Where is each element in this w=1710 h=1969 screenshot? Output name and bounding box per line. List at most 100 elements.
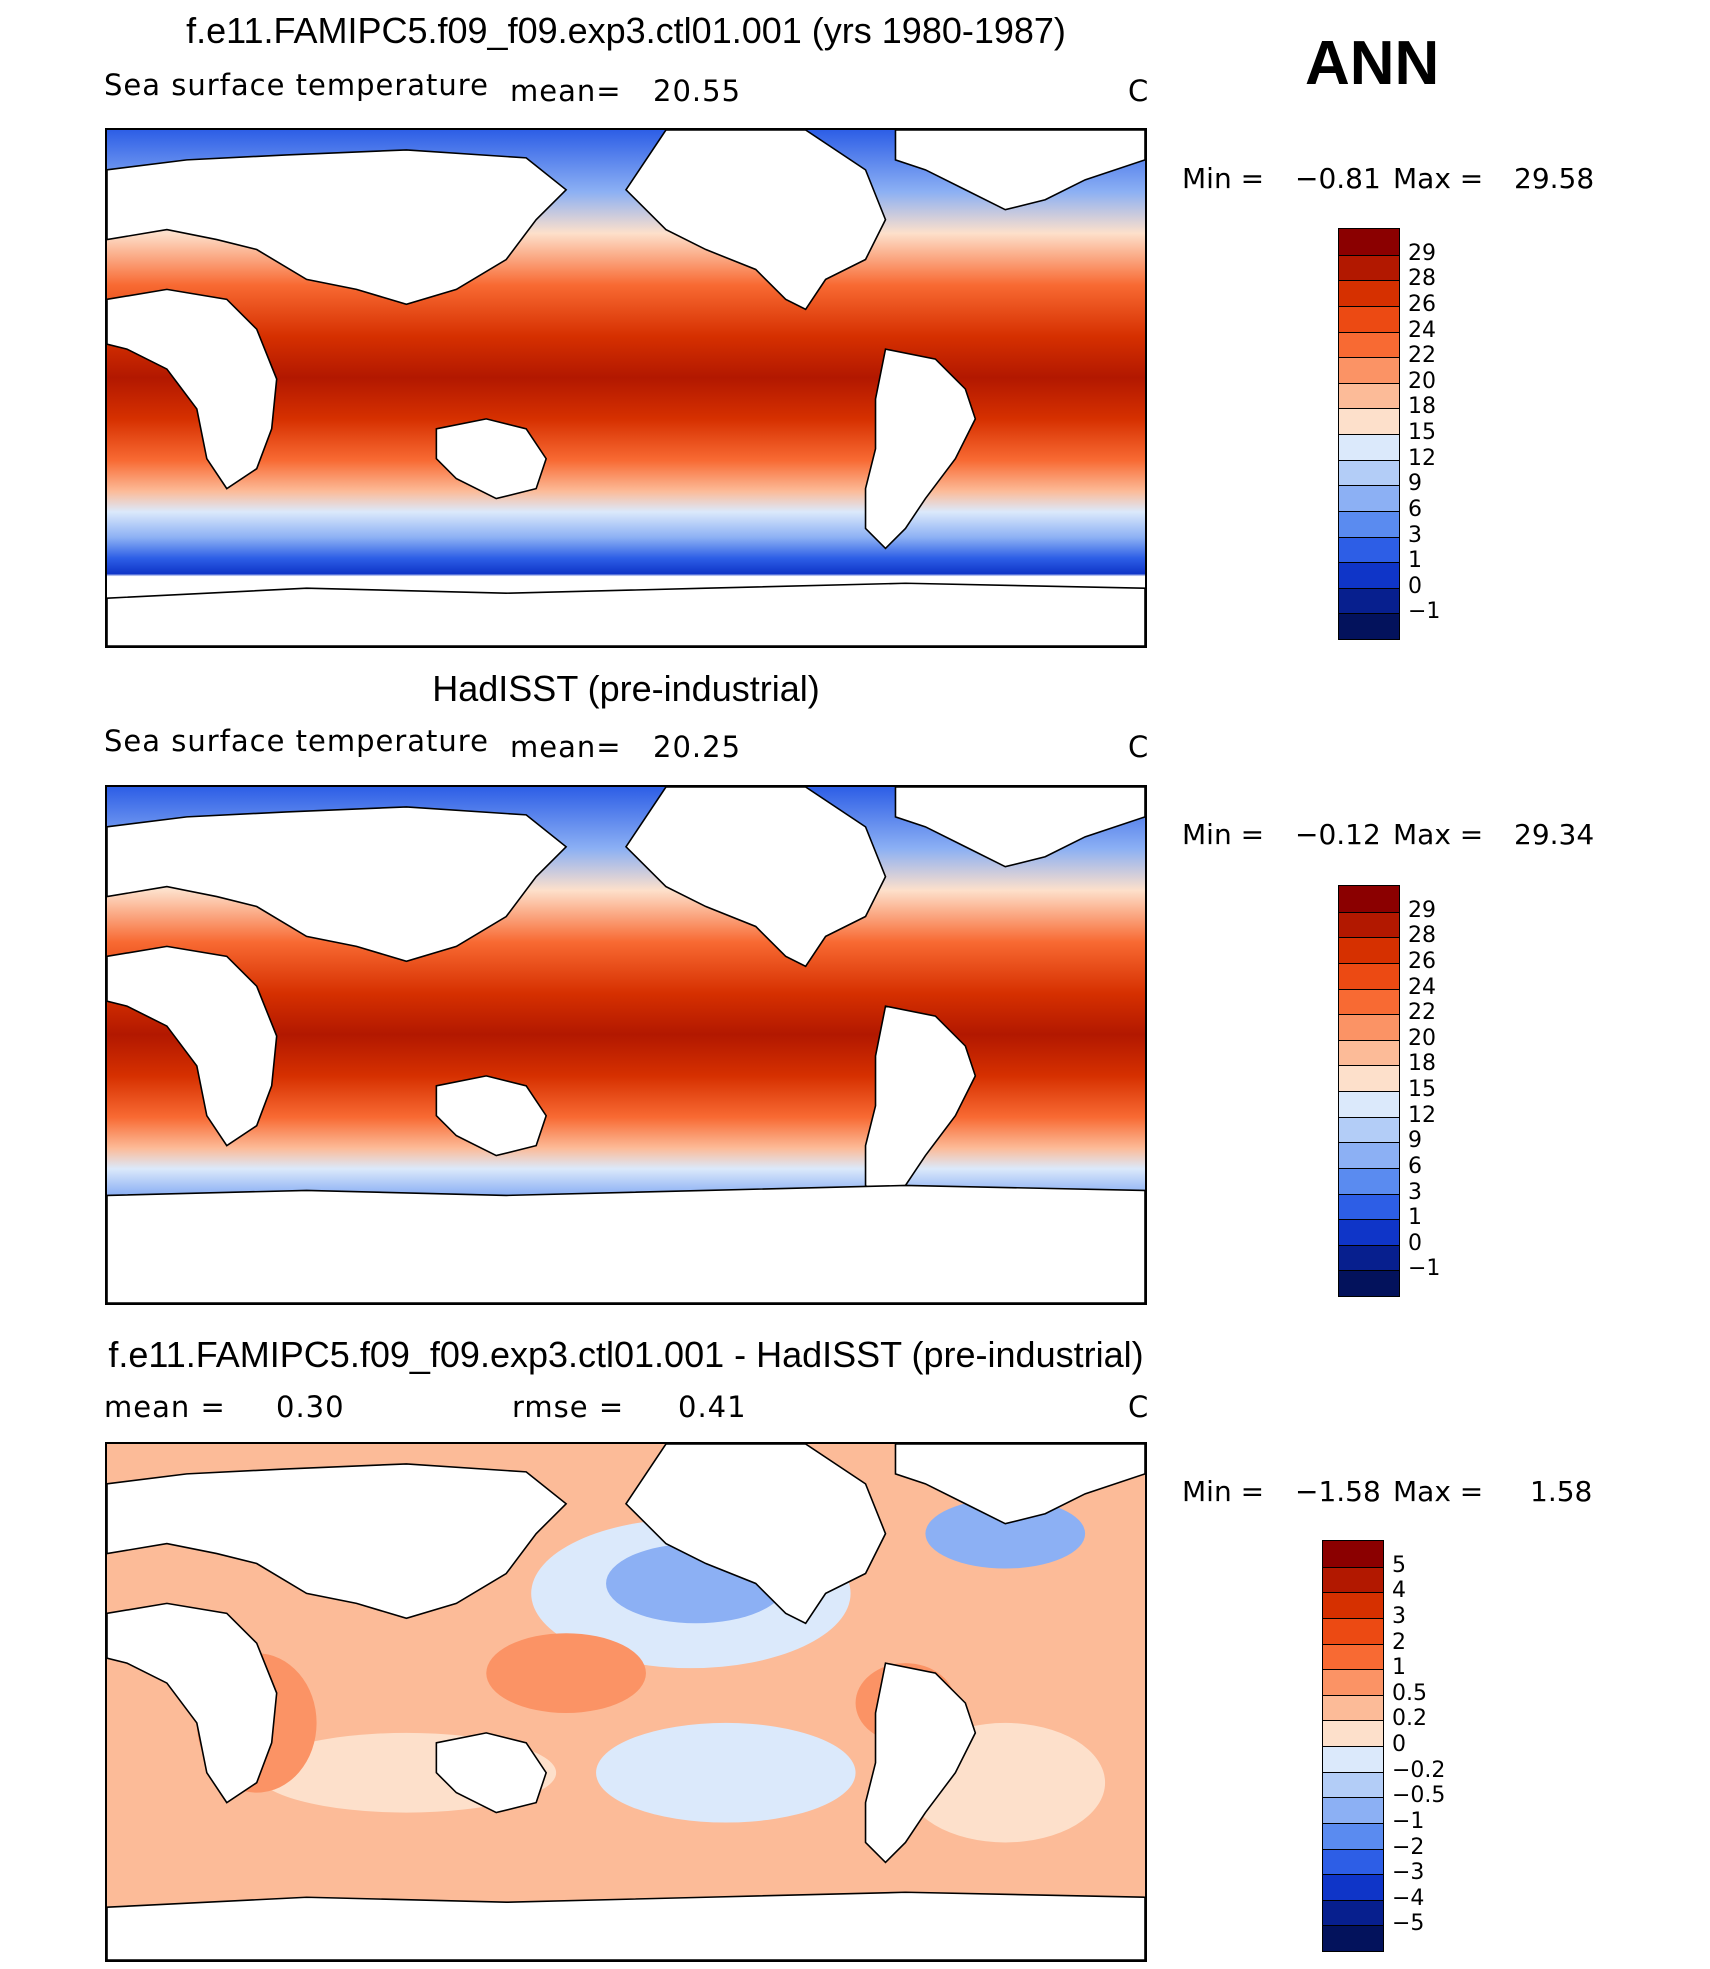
variable-label: Sea surface temperature: [104, 68, 489, 102]
colorbar-swatch: [1339, 1167, 1399, 1194]
units-label: C: [1128, 1390, 1150, 1424]
colorbar-tick-label: 29: [1408, 240, 1436, 266]
colorbar-tick-label: −1: [1392, 1808, 1425, 1834]
colorbar-tick-label: −4: [1392, 1885, 1425, 1911]
sst-map: [105, 785, 1147, 1305]
colorbar-swatch: [1323, 1874, 1383, 1900]
colorbar-tick-label: 4: [1392, 1578, 1406, 1604]
colorbar-tick-label: −0.5: [1392, 1783, 1446, 1809]
min-value: −0.12: [1295, 818, 1381, 851]
colorbar-swatch: [1323, 1643, 1383, 1670]
colorbar-tick-label: 5: [1392, 1552, 1406, 1578]
colorbar-swatch: [1339, 280, 1399, 306]
colorbar-swatch: [1339, 510, 1399, 537]
season-label: ANN: [1305, 29, 1440, 98]
colorbar-tick-label: −2: [1392, 1834, 1425, 1860]
colorbar-swatch: [1339, 485, 1399, 511]
colorbar-tick-label: 1: [1408, 548, 1422, 574]
colorbar-swatch: [1339, 886, 1399, 912]
variable-label: Sea surface temperature: [104, 724, 489, 758]
colorbar-swatch: [1339, 1116, 1399, 1143]
panel-title: f.e11.FAMIPC5.f09_f09.exp3.ctl01.001 - H…: [108, 1334, 1144, 1375]
colorbar-swatch: [1339, 1065, 1399, 1091]
colorbar-swatch: [1323, 1694, 1383, 1721]
panel-title: f.e11.FAMIPC5.f09_f09.exp3.ctl01.001 (yr…: [186, 10, 1066, 51]
colorbar-tick-label: 1: [1392, 1655, 1406, 1681]
colorbar-tick-label: 18: [1408, 1051, 1436, 1077]
colorbar-swatch: [1339, 911, 1399, 938]
colorbar-swatch: [1339, 1014, 1399, 1040]
colorbar-tick-label: 28: [1408, 266, 1436, 292]
colorbar-swatch: [1339, 382, 1399, 409]
colorbar-swatch: [1323, 1822, 1383, 1849]
min-value: −1.58: [1295, 1475, 1381, 1508]
colorbar-tick-label: −1: [1408, 599, 1441, 625]
colorbar-tick-label: 6: [1408, 1153, 1422, 1179]
min-value: −0.81: [1295, 162, 1381, 195]
max-value: 1.58: [1530, 1475, 1593, 1508]
colorbar-tick-label: 22: [1408, 343, 1436, 369]
colorbar-tick-label: 2: [1392, 1629, 1406, 1655]
colorbar-tick-label: 0: [1408, 1230, 1422, 1256]
max-label: Max =: [1393, 818, 1484, 851]
colorbar-swatch: [1323, 1720, 1383, 1746]
colorbar-tick-label: 28: [1408, 923, 1436, 949]
min-label: Min =: [1182, 162, 1265, 195]
colorbar-tick-label: −0.2: [1392, 1757, 1446, 1783]
colorbar-swatch: [1339, 254, 1399, 281]
colorbar-swatch: [1339, 1039, 1399, 1066]
colorbar-swatch: [1339, 305, 1399, 332]
colorbar-swatch: [1339, 613, 1399, 639]
colorbar-swatch: [1339, 408, 1399, 434]
colorbar-swatch: [1339, 536, 1399, 563]
colorbar-swatch: [1339, 434, 1399, 460]
map-graphic: [107, 130, 1145, 646]
colorbar: [1338, 228, 1400, 640]
colorbar-tick-label: 24: [1408, 317, 1436, 343]
colorbar-swatch: [1339, 962, 1399, 989]
colorbar-swatch: [1339, 1142, 1399, 1168]
colorbar-tick-label: 9: [1408, 1128, 1422, 1154]
colorbar-swatch: [1323, 1746, 1383, 1772]
map-graphic: [107, 787, 1145, 1303]
map-graphic: [107, 1444, 1145, 1960]
colorbar-tick-label: 3: [1408, 522, 1422, 548]
colorbar-swatch: [1323, 1566, 1383, 1593]
colorbar-tick-label: 15: [1408, 1077, 1436, 1102]
colorbar-tick-label: 24: [1408, 974, 1436, 1000]
colorbar: [1338, 885, 1400, 1297]
colorbar-swatch: [1323, 1899, 1383, 1926]
colorbar-tick-label: 18: [1408, 394, 1436, 420]
max-label: Max =: [1393, 162, 1484, 195]
colorbar-swatch: [1339, 1219, 1399, 1245]
max-value: 29.34: [1514, 818, 1595, 851]
colorbar-swatch: [1339, 988, 1399, 1015]
sst-map: [105, 128, 1147, 648]
colorbar-tick-label: 26: [1408, 291, 1436, 317]
colorbar-swatch: [1339, 562, 1399, 588]
max-value: 29.58: [1514, 162, 1595, 195]
colorbar-swatch: [1323, 1669, 1383, 1695]
colorbar-swatch: [1323, 1617, 1383, 1644]
colorbar-tick-label: 12: [1408, 445, 1436, 471]
colorbar-tick-label: 22: [1408, 1000, 1436, 1026]
colorbar-swatch: [1323, 1771, 1383, 1798]
colorbar-tick-label: 15: [1408, 420, 1436, 445]
colorbar-tick-label: 0: [1408, 573, 1422, 599]
colorbar-swatch: [1339, 937, 1399, 963]
colorbar: [1322, 1540, 1384, 1952]
colorbar-swatch: [1339, 1244, 1399, 1271]
colorbar-swatch: [1339, 1193, 1399, 1220]
colorbar-swatch: [1339, 229, 1399, 255]
colorbar-swatch: [1323, 1925, 1383, 1951]
colorbar-swatch: [1339, 331, 1399, 358]
panel-title: HadISST (pre-industrial): [432, 668, 820, 709]
colorbar-swatch: [1323, 1541, 1383, 1567]
colorbar-swatch: [1323, 1797, 1383, 1823]
colorbar-tick-label: 12: [1408, 1102, 1436, 1128]
mean-label: mean=: [510, 74, 622, 108]
colorbar-tick-label: 26: [1408, 948, 1436, 974]
colorbar-tick-label: −3: [1392, 1860, 1425, 1886]
units-label: C: [1128, 74, 1150, 108]
colorbar-tick-label: 29: [1408, 897, 1436, 923]
